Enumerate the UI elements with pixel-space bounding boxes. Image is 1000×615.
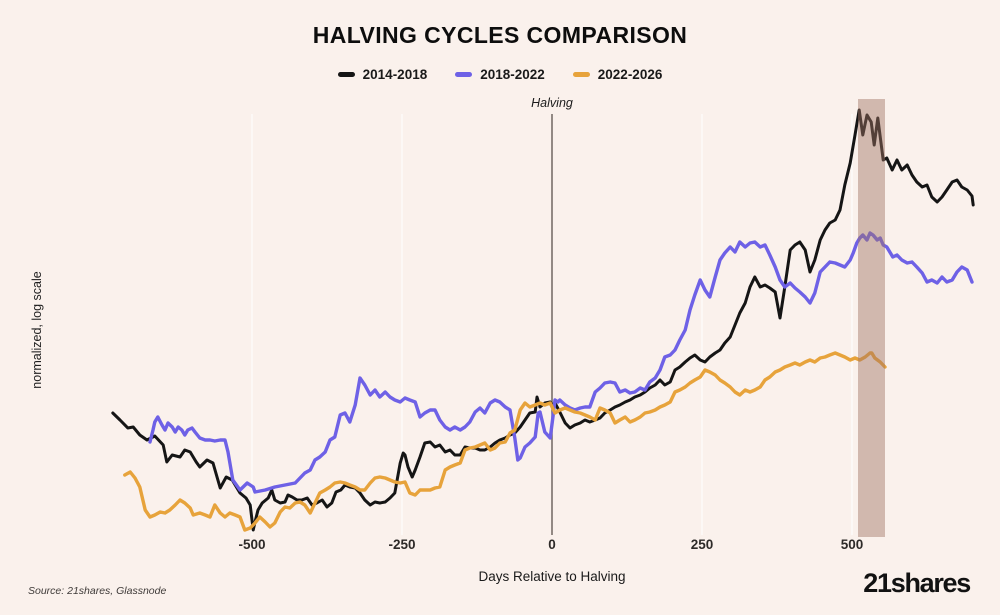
x-axis-label: Days Relative to Halving (478, 569, 626, 584)
legend-label-2014-2018: 2014-2018 (362, 67, 428, 82)
source-note: Source: 21shares, Glassnode (28, 585, 167, 597)
series-line-2014-2018 (111, 108, 975, 532)
legend-item-2022-2026: 2022-2026 (572, 67, 663, 82)
chart-legend: 2014-2018 2018-2022 2022-2026 (0, 67, 1000, 82)
legend-swatch-2014-2018 (337, 72, 355, 77)
page-title: HALVING CYCLES COMPARISON (312, 22, 688, 48)
highlight-band (858, 99, 885, 537)
series-line-2018-2022 (148, 231, 974, 494)
legend-item-2018-2022: 2018-2022 (455, 67, 545, 82)
x-tick-label-0: 0 (548, 537, 556, 552)
legend-label-2018-2022: 2018-2022 (480, 67, 545, 82)
legend-swatch-2018-2022 (455, 72, 473, 77)
x-tick-label-500: 500 (841, 537, 864, 552)
x-tick-label--250: -250 (388, 537, 415, 552)
legend-label-2022-2026: 2022-2026 (597, 67, 663, 82)
x-tick-label-250: 250 (691, 537, 714, 552)
legend-item-2014-2018: 2014-2018 (337, 67, 428, 82)
brand-logo: 21shares (863, 568, 971, 598)
halving-label: Halving (531, 96, 573, 110)
legend-swatch-2022-2026 (572, 72, 590, 77)
x-tick-label--500: -500 (238, 537, 265, 552)
series-line-2022-2026 (123, 351, 887, 532)
